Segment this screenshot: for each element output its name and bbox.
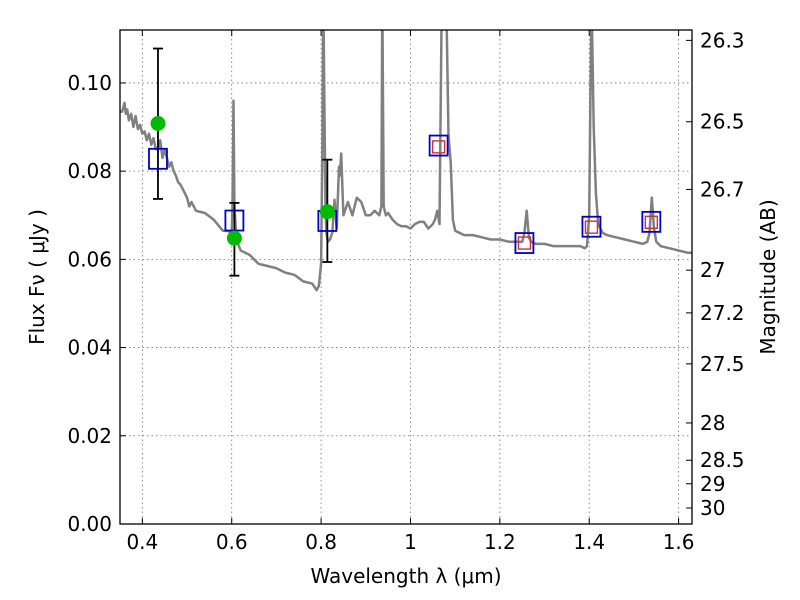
y-tick-label: 0.10 — [67, 71, 112, 95]
model-spectrum-line — [120, 30, 692, 292]
model-phot-square — [428, 134, 449, 157]
x-tick-label: 0.8 — [305, 530, 337, 554]
x-tick-label: 1.6 — [663, 530, 695, 554]
right-tick-label: 26.3 — [700, 28, 745, 52]
observed-point — [319, 204, 335, 220]
right-tick-label: 26.5 — [700, 110, 745, 134]
model-phot-inner-square — [431, 140, 446, 154]
model-spectrum-layer — [120, 30, 692, 292]
model-phot-inner-square — [517, 236, 532, 250]
grid-lines — [120, 30, 692, 525]
photometry-markers-layer — [148, 47, 662, 277]
right-tick-label: 27.2 — [700, 301, 745, 325]
axis-ticks: 0.4 0.6 0.8 1 1.2 1.4 1.6 0.00 0.02 0.04 0.06 0.08 0… — [67, 28, 744, 554]
right-tick-label: 28.5 — [700, 448, 745, 472]
y-tick-label: 0.06 — [67, 247, 112, 271]
x-tick-label: 1.2 — [484, 530, 516, 554]
y-tick-label: 0.02 — [67, 424, 112, 448]
x-tick-label: 0.4 — [126, 530, 158, 554]
y-tick-label: 0.04 — [67, 336, 112, 360]
right-axis-title: Magnitude (AB) — [756, 199, 780, 354]
model-phot-square — [641, 210, 662, 233]
right-tick-label: 28 — [700, 411, 725, 435]
right-tick-label: 26.7 — [700, 177, 745, 201]
observed-point — [150, 116, 166, 132]
y-tick-label: 0.08 — [67, 159, 112, 183]
x-axis-title: Wavelength λ (μm) — [310, 564, 501, 588]
model-phot-inner-square — [644, 215, 659, 230]
right-tick-label: 30 — [700, 496, 725, 520]
observed-point — [226, 230, 242, 246]
y-axis-title: Flux Fν ( μJy ) — [25, 209, 49, 345]
plot-frame — [119, 29, 693, 525]
x-tick-label: 1.4 — [573, 530, 605, 554]
model-phot-inner-square — [584, 220, 599, 234]
right-tick-label: 27.5 — [700, 352, 745, 376]
model-phot-square — [148, 147, 168, 170]
x-tick-label: 0.6 — [216, 530, 248, 554]
x-tick-label: 1 — [404, 530, 417, 554]
right-tick-label: 27 — [700, 258, 725, 282]
model-phot-square — [581, 215, 602, 238]
model-phot-square — [224, 209, 245, 232]
right-tick-label: 29 — [700, 472, 725, 496]
y-tick-label: 0.00 — [67, 512, 112, 536]
model-phot-square — [514, 232, 535, 254]
